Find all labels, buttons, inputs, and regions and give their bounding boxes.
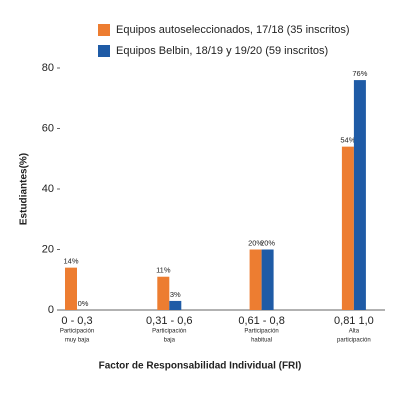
bar <box>65 267 77 310</box>
value-label: 14% <box>63 257 78 266</box>
x-tick-label: 0,31 - 0,6 <box>146 315 192 327</box>
value-label: 3% <box>170 290 181 299</box>
x-tick-label: 0,61 - 0,8 <box>238 315 284 327</box>
y-tick-label: 0 <box>48 304 54 316</box>
bar <box>261 249 274 310</box>
x-tick-note: Alta <box>349 329 360 335</box>
x-tick-note: Participación <box>60 329 94 335</box>
x-tick-label: 0,81 1,0 <box>334 315 374 327</box>
bar <box>341 146 354 310</box>
x-tick-note: muy baja <box>65 338 90 344</box>
legend-label: Equipos Belbin, 18/19 y 19/20 (59 inscri… <box>116 45 328 57</box>
bar <box>157 276 170 310</box>
bar <box>169 300 182 310</box>
bar <box>353 80 366 310</box>
x-axis-label: Factor de Responsabilidad Individual (FR… <box>99 361 302 372</box>
x-tick-note: participación <box>337 338 371 344</box>
y-tick-label: 20 <box>42 243 54 255</box>
x-tick-note: Participación <box>152 329 186 335</box>
y-tick-label: 80 <box>42 62 54 74</box>
x-tick-note: baja <box>164 338 176 344</box>
value-label: 0% <box>78 299 89 308</box>
y-tick-label: 60 <box>42 122 54 134</box>
value-label: 20% <box>260 238 275 247</box>
value-label: 11% <box>156 266 171 275</box>
x-tick-label: 0 - 0,3 <box>61 315 92 327</box>
y-tick-label: 40 <box>42 183 54 195</box>
legend-swatch <box>98 45 110 57</box>
value-label: 20% <box>248 238 263 247</box>
value-label: 76% <box>352 69 367 78</box>
x-tick-note: Participación <box>244 329 278 335</box>
value-label: 54% <box>340 136 355 145</box>
y-axis-label: Estudiantes(%) <box>19 153 30 225</box>
x-tick-note: habitual <box>251 338 272 344</box>
legend-label: Equipos autoseleccionados, 17/18 (35 ins… <box>116 24 350 36</box>
bar <box>249 249 262 310</box>
legend-swatch <box>98 24 110 36</box>
